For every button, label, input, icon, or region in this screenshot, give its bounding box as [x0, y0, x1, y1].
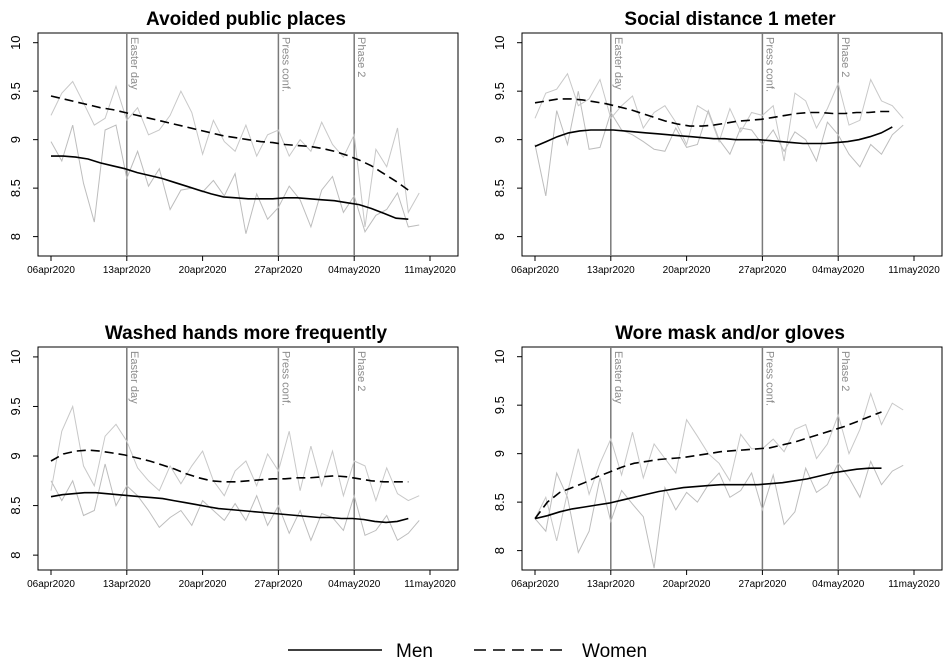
y-tick-label: 8.5 — [492, 179, 507, 197]
x-tick-label: 04may2020 — [328, 265, 381, 276]
plot-frame — [37, 346, 459, 571]
y-tick-label: 9 — [8, 136, 23, 143]
y-tick-label: 8.5 — [8, 179, 23, 197]
chart-title: Avoided public places — [146, 9, 346, 30]
x-tick-label: 20apr2020 — [179, 579, 227, 590]
series-line-men — [50, 491, 409, 524]
y-tick-label: 8 — [8, 552, 23, 559]
series-line-raw-men — [534, 91, 904, 197]
event-label: Easter day — [128, 351, 140, 404]
y-tick-label: 9.5 — [492, 82, 507, 100]
series-line-men — [534, 126, 893, 148]
event-label: Press conf. — [763, 351, 775, 406]
x-tick-label: 27apr2020 — [738, 579, 786, 590]
y-tick-label: 8.5 — [8, 497, 23, 515]
x-tick-label: 11may2020 — [404, 579, 456, 590]
x-tick-label: 27apr2020 — [738, 265, 786, 276]
chart-title: Washed hands more frequently — [105, 323, 388, 344]
x-tick-label: 13apr2020 — [587, 265, 635, 276]
plot-frame — [37, 32, 459, 257]
event-label: Phase 2 — [355, 37, 367, 77]
x-tick-label: 11may2020 — [404, 265, 456, 276]
plot-frame — [521, 32, 943, 257]
chart-title: Wore mask and/or gloves — [615, 323, 845, 344]
y-tick-label: 9.5 — [8, 82, 23, 100]
event-label: Press conf. — [279, 37, 291, 92]
y-tick-label: 10 — [8, 35, 23, 49]
x-tick-label: 13apr2020 — [103, 265, 151, 276]
y-tick-label: 10 — [8, 350, 23, 364]
series-line-raw-men — [50, 463, 420, 542]
x-tick-label: 13apr2020 — [587, 579, 635, 590]
x-tick-label: 13apr2020 — [103, 579, 151, 590]
series-line-men — [51, 155, 409, 220]
x-tick-label: 20apr2020 — [179, 265, 227, 276]
series-line-raw-women — [50, 404, 420, 503]
series-line-men — [534, 467, 882, 520]
y-tick-label: 10 — [492, 349, 507, 363]
chart-title: Social distance 1 meter — [624, 9, 836, 30]
y-tick-label: 10 — [492, 35, 507, 49]
y-tick-label: 9.5 — [492, 396, 507, 414]
y-tick-label: 8 — [492, 233, 507, 240]
x-tick-label: 06apr2020 — [511, 265, 559, 276]
x-tick-label: 04may2020 — [812, 265, 865, 276]
y-tick-label: 8 — [492, 547, 507, 554]
x-tick-label: 27apr2020 — [254, 265, 302, 276]
x-tick-label: 04may2020 — [812, 579, 865, 590]
y-tick-label: 8.5 — [492, 493, 507, 511]
y-tick-label: 9 — [492, 136, 507, 143]
y-tick-label: 9 — [8, 452, 23, 459]
x-tick-label: 06apr2020 — [27, 265, 75, 276]
event-label: Press conf. — [763, 37, 775, 92]
x-tick-label: 20apr2020 — [663, 265, 711, 276]
y-tick-label: 9 — [492, 450, 507, 457]
series-line-raw-men — [50, 124, 420, 234]
x-tick-label: 04may2020 — [328, 579, 381, 590]
x-tick-label: 11may2020 — [888, 265, 940, 276]
plot-frame — [521, 346, 943, 571]
event-label: Press conf. — [279, 351, 291, 406]
series-line-raw-women — [534, 391, 904, 542]
event-label: Easter day — [612, 37, 624, 90]
series-line-raw-men — [534, 459, 904, 569]
series-line-women — [50, 449, 409, 483]
series-line-raw-women — [534, 72, 904, 162]
event-label: Easter day — [612, 351, 624, 404]
event-label: Phase 2 — [839, 37, 851, 77]
y-tick-label: 9.5 — [8, 397, 23, 415]
series-line-women — [50, 95, 409, 191]
x-tick-label: 06apr2020 — [27, 579, 75, 590]
event-label: Easter day — [128, 37, 140, 90]
x-tick-label: 11may2020 — [888, 579, 940, 590]
y-tick-label: 8 — [8, 233, 23, 240]
x-tick-label: 06apr2020 — [511, 579, 559, 590]
series-line-raw-women — [50, 80, 420, 227]
x-tick-label: 20apr2020 — [663, 579, 711, 590]
series-line-women — [534, 411, 882, 520]
series-line-women — [534, 98, 893, 127]
event-label: Phase 2 — [839, 351, 851, 391]
event-label: Phase 2 — [355, 351, 367, 391]
x-tick-label: 27apr2020 — [254, 579, 302, 590]
